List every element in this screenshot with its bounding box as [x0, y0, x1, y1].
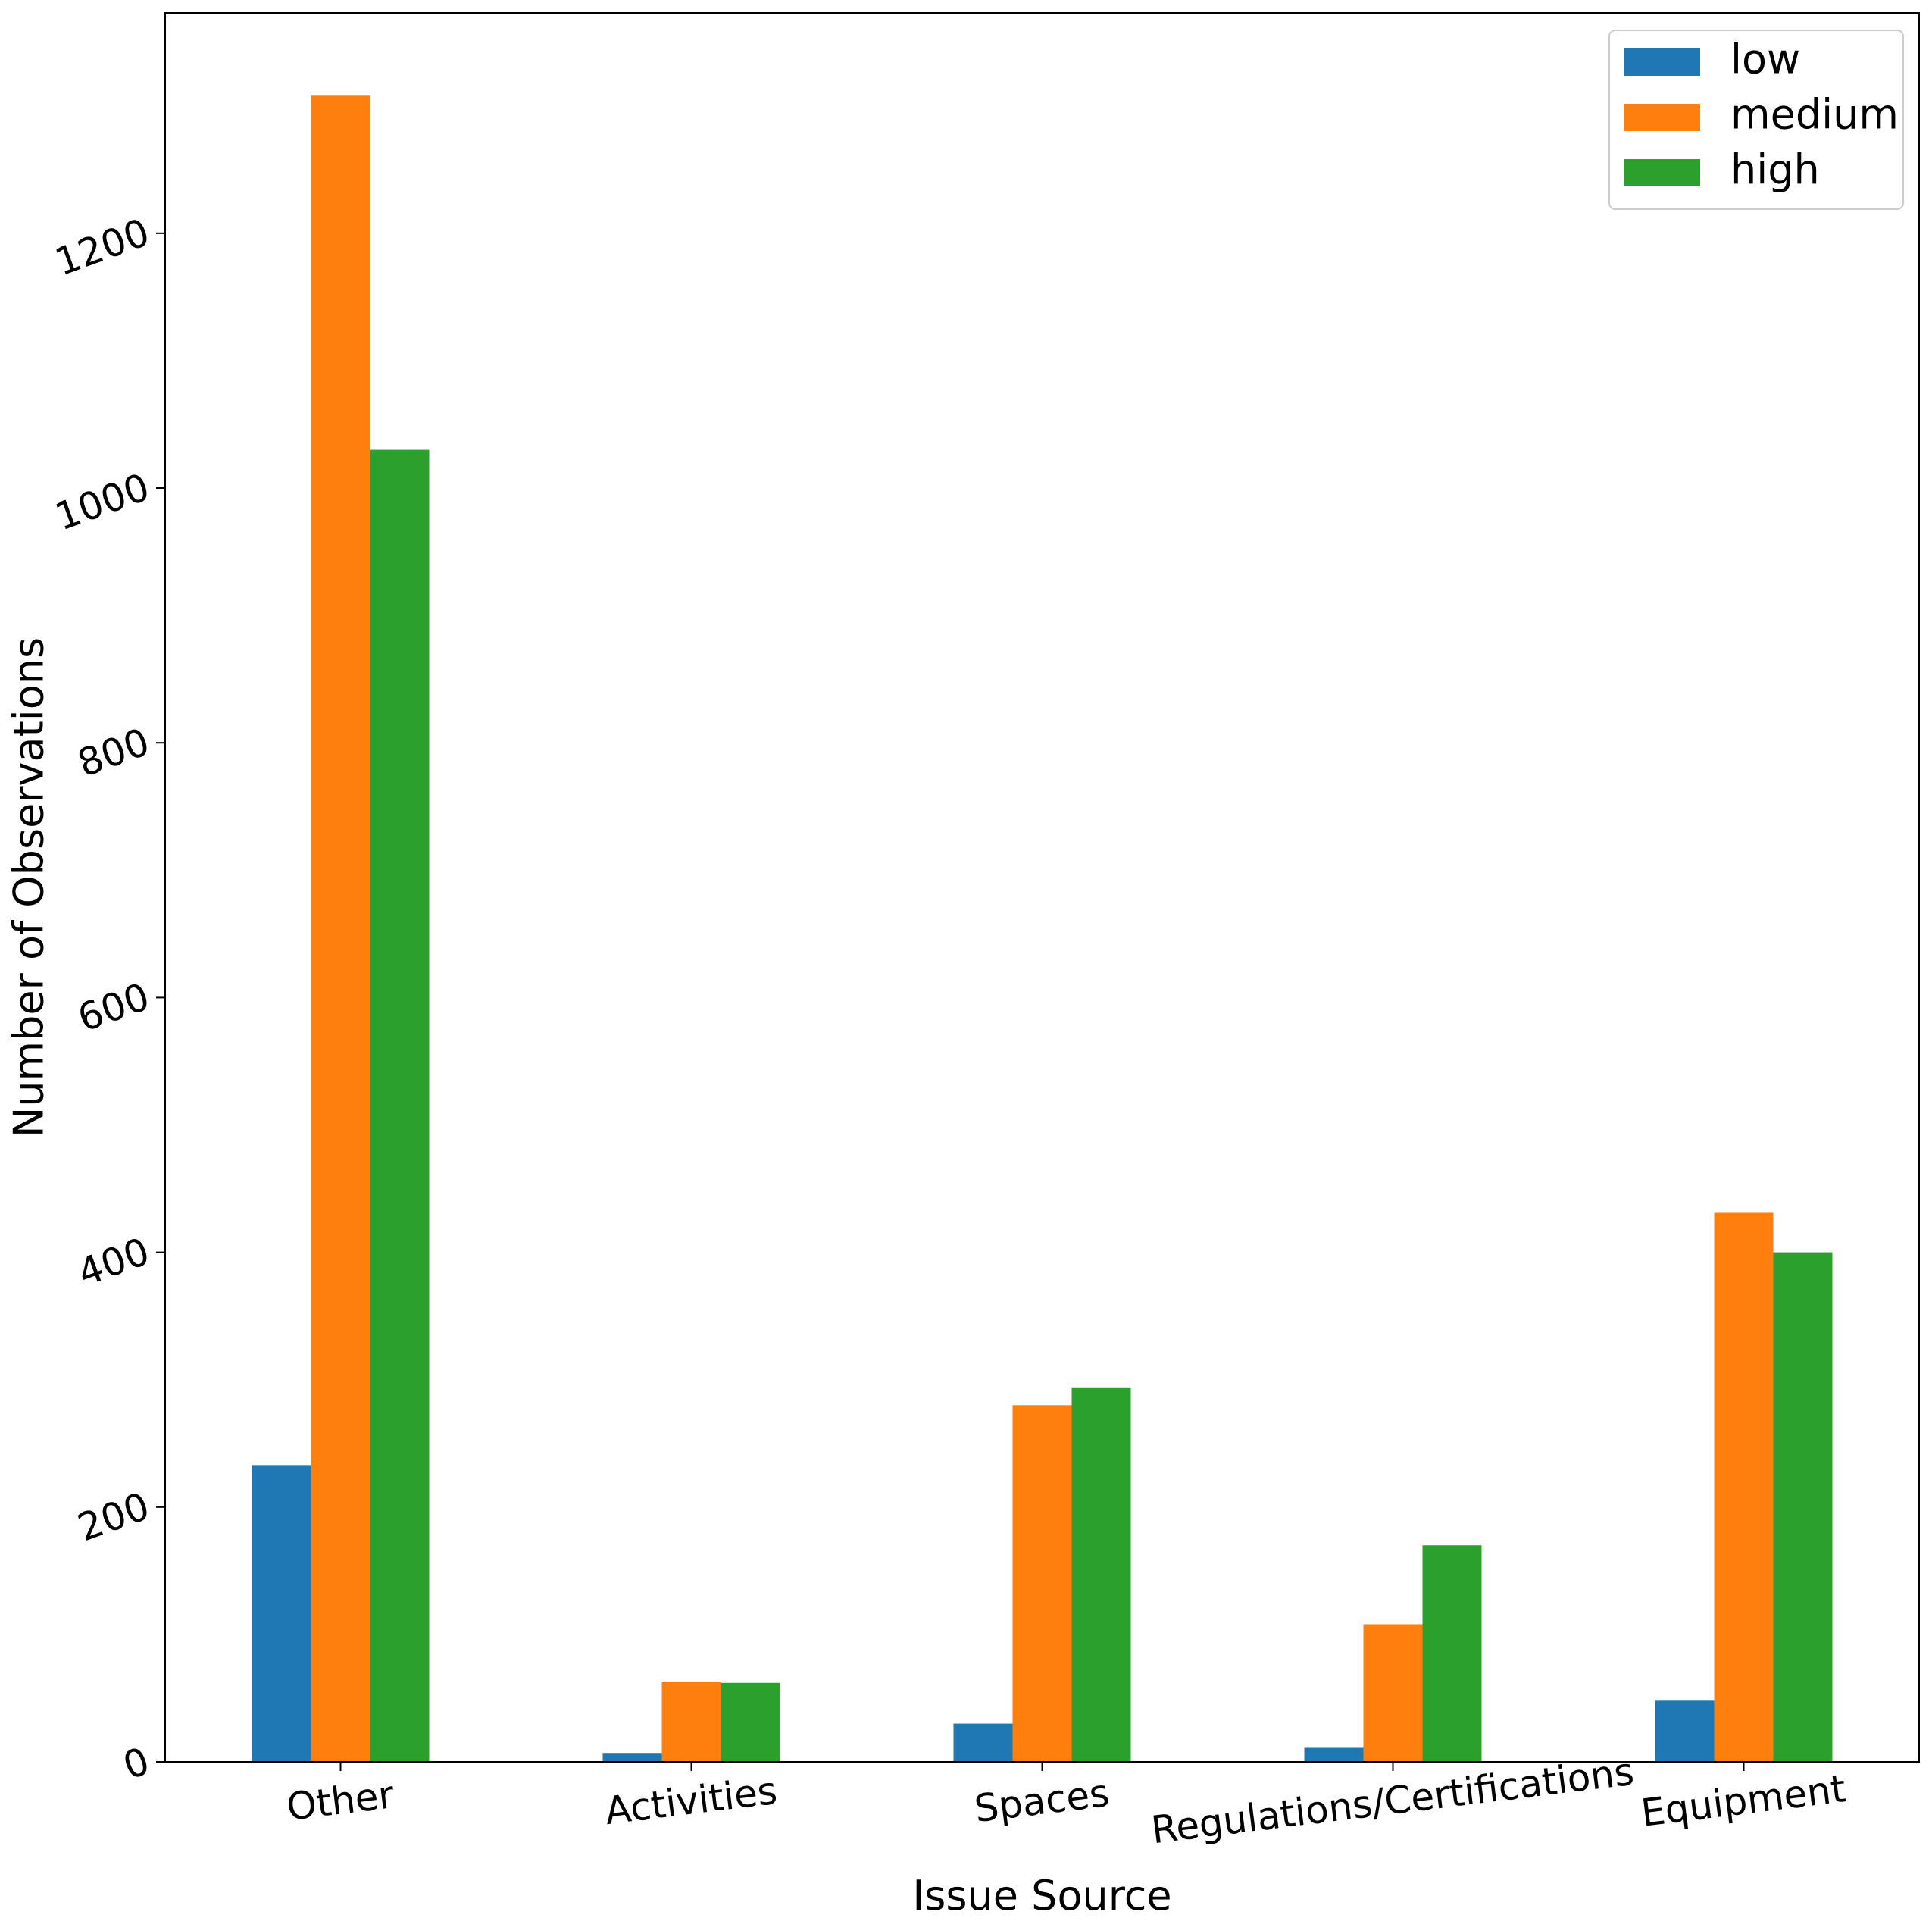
bar-high-spaces: [1071, 1387, 1131, 1762]
bar-medium-spaces: [1012, 1405, 1072, 1762]
legend-swatch-low: [1624, 48, 1700, 76]
legend-label-high: high: [1730, 146, 1820, 194]
bar-medium-regulations-certifications: [1363, 1624, 1423, 1762]
legend-swatch-high: [1624, 159, 1700, 186]
bar-low-regulations-certifications: [1304, 1747, 1364, 1762]
bar-high-equipment: [1773, 1252, 1833, 1762]
legend-swatch-medium: [1624, 104, 1700, 131]
bar-medium-other: [311, 95, 370, 1762]
y-axis-title: Number of Observations: [5, 637, 53, 1137]
bar-medium-equipment: [1714, 1212, 1774, 1762]
bar-low-equipment: [1655, 1700, 1715, 1762]
bar-high-activities: [721, 1682, 780, 1762]
x-axis-title: Issue Source: [912, 1872, 1171, 1919]
bar-low-spaces: [953, 1723, 1013, 1762]
bar-medium-activities: [661, 1682, 721, 1762]
legend-label-low: low: [1730, 36, 1800, 83]
bar-low-other: [252, 1465, 311, 1762]
bars-group: [252, 95, 1833, 1762]
legend: low medium high: [1608, 30, 1904, 210]
bar-high-regulations-certifications: [1422, 1545, 1482, 1762]
bar-high-other: [370, 449, 430, 1762]
legend-label-medium: medium: [1730, 91, 1899, 139]
bar-low-activities: [602, 1753, 662, 1762]
